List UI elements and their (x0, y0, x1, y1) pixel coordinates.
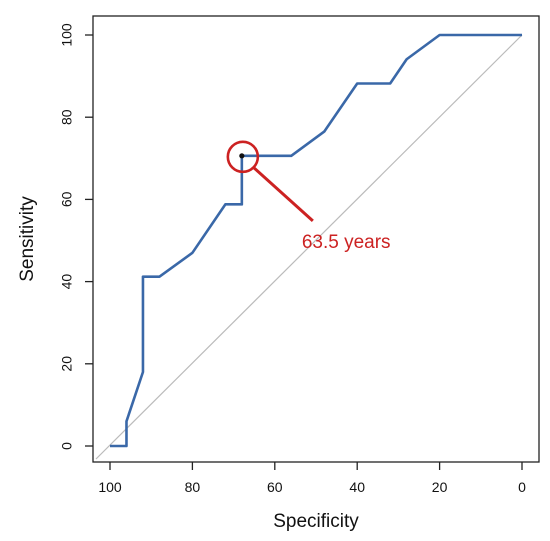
y-tick-label: 80 (59, 109, 75, 125)
reference-diagonal-line (95, 34, 523, 460)
annotation-label: 63.5 years (302, 232, 391, 253)
x-axis: 100 80 60 40 20 0 (98, 462, 526, 495)
x-tick-label: 40 (349, 479, 365, 495)
cutoff-point (239, 153, 245, 159)
y-tick-label: 100 (59, 23, 75, 47)
x-tick-label: 100 (98, 479, 122, 495)
y-tick-label: 60 (59, 191, 75, 207)
plot-frame (92, 15, 540, 463)
x-axis-title: Specificity (273, 511, 359, 532)
cutoff-highlight-circle (226, 140, 260, 174)
x-tick-label: 80 (185, 479, 201, 495)
x-tick-label: 0 (518, 479, 526, 495)
x-tick-label: 60 (267, 479, 283, 495)
annotation-pointer-line (251, 165, 314, 222)
y-axis: 0 20 40 60 80 100 (59, 23, 93, 450)
roc-curve-line (110, 33, 522, 448)
y-axis-title: Sensitivity (17, 196, 38, 282)
y-tick-label: 0 (59, 442, 75, 450)
y-tick-label: 20 (59, 356, 75, 372)
x-tick-label: 20 (432, 479, 448, 495)
y-tick-label: 40 (59, 274, 75, 290)
